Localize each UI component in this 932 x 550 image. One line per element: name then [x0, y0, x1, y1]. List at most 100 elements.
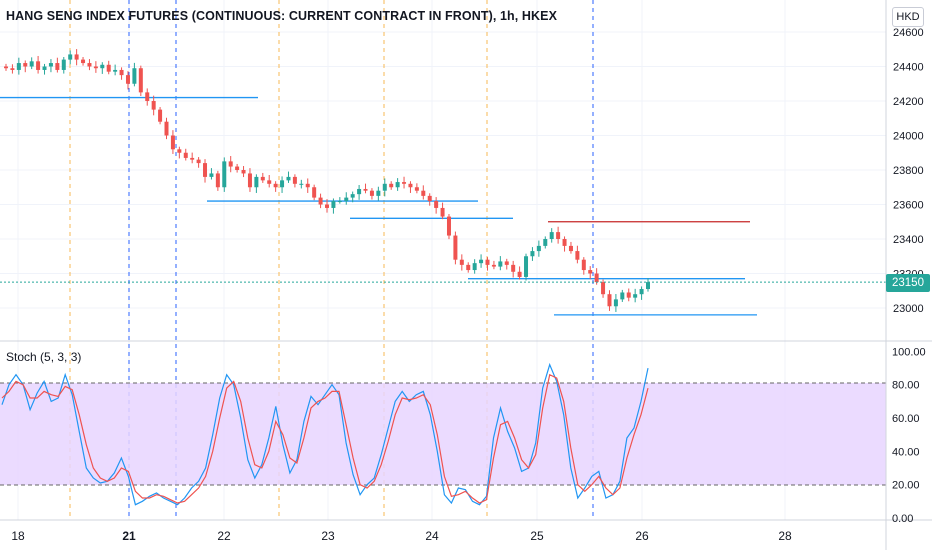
candle-body — [620, 292, 625, 300]
candle-body — [466, 264, 471, 271]
candle-body — [434, 201, 439, 208]
candle-body — [113, 69, 118, 72]
stoch-tick-label: 0.00 — [892, 513, 913, 525]
candle-body — [138, 68, 143, 93]
candle-body — [427, 195, 432, 202]
candle-body — [132, 68, 137, 84]
price-axis[interactable]: 2300023200234002360023800240002420024400… — [893, 27, 924, 315]
candle-body — [312, 187, 317, 198]
candle-body — [414, 187, 419, 191]
candle-body — [626, 292, 631, 298]
candle-body — [203, 163, 208, 177]
price-tick-label: 24000 — [893, 131, 924, 143]
candle-body — [247, 173, 252, 188]
candle-body — [209, 173, 214, 177]
candle-body — [29, 61, 34, 67]
candle-body — [280, 180, 285, 188]
price-tick-label: 24200 — [893, 96, 924, 108]
candle-body — [369, 190, 374, 196]
candle-body — [164, 121, 169, 136]
candle-body — [286, 176, 291, 181]
candle-body — [106, 64, 111, 72]
candle-body — [459, 259, 464, 265]
candle-body — [241, 170, 246, 174]
time-axis[interactable]: 18 21 22 23 24 25 26 28 — [11, 529, 792, 543]
candle-body — [524, 256, 529, 277]
candle-body — [331, 201, 336, 208]
stoch-tick-label: 100.00 — [892, 346, 926, 358]
candle-body — [196, 159, 201, 164]
candle-body — [74, 54, 79, 60]
candle-body — [125, 75, 130, 84]
time-tick-label: 28 — [778, 529, 792, 543]
candle-body — [61, 59, 66, 70]
currency-button[interactable]: HKD — [892, 7, 924, 27]
support-resistance-lines — [0, 96, 757, 316]
candle-body — [222, 161, 227, 188]
candle-body — [183, 152, 188, 158]
candle-body — [530, 251, 535, 257]
time-tick-label: 23 — [321, 529, 335, 543]
stoch-tick-label: 80.00 — [892, 380, 920, 392]
candle-body — [402, 182, 407, 184]
candle-body — [646, 282, 650, 290]
candle-body — [453, 235, 458, 260]
candle-body — [556, 232, 561, 239]
candle-body — [87, 63, 92, 67]
candle-body — [254, 176, 259, 188]
candle-body — [633, 294, 638, 298]
candle-body — [23, 63, 28, 67]
candle-body — [472, 263, 477, 271]
candle-body — [613, 299, 618, 307]
candle-body — [536, 245, 541, 252]
candle-body — [48, 63, 53, 67]
candle-body — [190, 157, 195, 160]
candle-body — [485, 259, 490, 265]
candle-body — [363, 188, 368, 191]
candle-body — [299, 183, 304, 185]
candle-body — [491, 264, 496, 267]
candle-body — [170, 135, 175, 150]
candle-body — [479, 259, 484, 264]
candle-body — [260, 176, 265, 181]
candle-body — [4, 66, 8, 69]
time-tick-label: 26 — [635, 529, 649, 543]
candle-body — [16, 63, 21, 70]
time-tick-label: 25 — [530, 529, 544, 543]
candle-body — [215, 173, 220, 188]
chart-title: HANG SENG INDEX FUTURES (CONTINUOUS: CUR… — [6, 9, 558, 23]
stoch-line-D — [1, 373, 649, 504]
stoch-axis[interactable]: 0.00 20.00 40.00 60.00 80.00 100.00 — [892, 346, 926, 525]
candle-body — [575, 251, 580, 260]
candle-body — [42, 66, 47, 70]
candle-body — [568, 245, 573, 252]
candle-body — [408, 183, 413, 188]
candle-body — [228, 161, 233, 167]
candle-body — [292, 176, 297, 184]
price-tick-label: 23600 — [893, 200, 924, 212]
candle-body — [158, 109, 163, 122]
candle-body — [305, 183, 310, 188]
candle-body — [440, 207, 445, 217]
candle-body — [504, 261, 509, 265]
stoch-tick-label: 40.00 — [892, 446, 920, 458]
time-tick-label: 18 — [11, 529, 25, 543]
candle-body — [55, 63, 60, 70]
candle-body — [100, 64, 105, 69]
candle-body — [177, 149, 182, 153]
candle-body — [511, 264, 516, 272]
candle-body — [594, 273, 599, 283]
candle-body — [235, 166, 240, 170]
candle-body — [395, 182, 400, 188]
candle-body — [389, 183, 394, 188]
stoch-tick-label: 60.00 — [892, 413, 920, 425]
candle-body — [145, 92, 150, 101]
stoch-indicator-label[interactable]: Stoch (5, 3, 3) — [6, 350, 82, 364]
candle-body — [543, 239, 548, 246]
candle-body — [607, 294, 612, 307]
candle-body — [267, 180, 272, 184]
price-tick-label: 24400 — [893, 62, 924, 74]
candle-body — [517, 271, 522, 277]
candle-body — [421, 190, 426, 196]
price-tick-label: 23400 — [893, 234, 924, 246]
